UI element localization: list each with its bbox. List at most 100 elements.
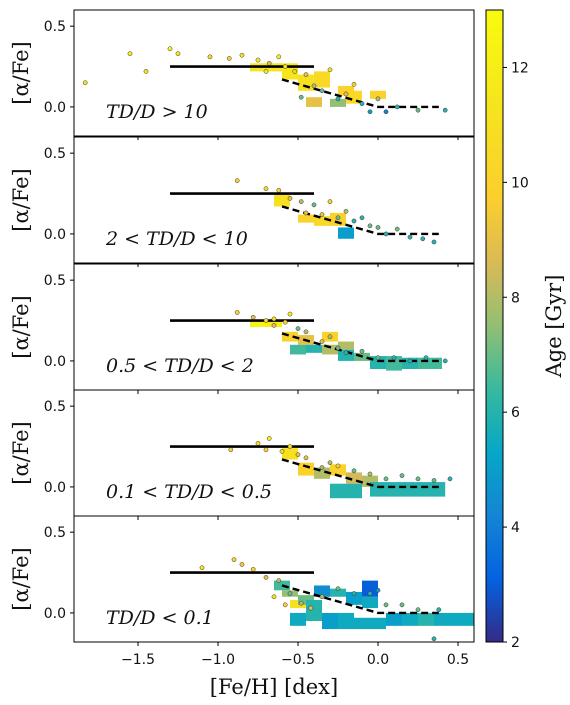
panel-2-point-13 (367, 223, 373, 229)
x-axis-label: [Fe/H] [dex] (210, 675, 338, 699)
panel-1-point-7 (226, 56, 232, 61)
panel-3-point-17 (442, 358, 448, 364)
panel-2-point-20 (303, 210, 309, 216)
panel-2-dashed-line (281, 205, 439, 236)
panel-2-point-3 (276, 187, 282, 193)
panel-2-frame (73, 136, 475, 264)
panel-5-point-5 (263, 575, 269, 580)
panel-3-bin-11 (402, 357, 418, 369)
panel-3-bin-1 (250, 320, 266, 327)
panel-5-bin-11 (306, 608, 322, 621)
panel-5: 0.0 0.5 [α/Fe] TD/D < 0.1 (9, 515, 475, 646)
panel-1-point-24 (383, 109, 389, 115)
panel-3-bin-10 (386, 356, 402, 371)
panel-1-point-27 (442, 107, 448, 113)
colorbar-tick-label: 4 (511, 520, 520, 536)
panel-3-point-16 (423, 355, 429, 361)
panel-5-bin-21 (306, 600, 322, 610)
panel-1-label: TD/D > 10 (106, 101, 208, 123)
panel-3-point-8 (319, 339, 325, 344)
panel-1-point-28 (298, 94, 304, 100)
panel-1-point-14 (303, 72, 309, 77)
panel-2-label: 2 < TD/D < 10 (105, 228, 248, 250)
panel-3-ytick-label: 0.5 (44, 273, 66, 289)
panel-1-point-4 (175, 51, 181, 56)
panel-1: 0.0 0.5 [α/Fe] TD/D > 10 (9, 9, 475, 140)
panel-1-point-26 (415, 107, 421, 113)
panel-1-point-18 (335, 96, 341, 102)
panel-3-point-13 (375, 355, 381, 361)
panel-5-point-15 (399, 602, 405, 608)
panel-2-point-18 (420, 236, 426, 242)
panel-3-bin-5 (306, 344, 322, 353)
colorbar-tick-label: 10 (511, 175, 529, 191)
xtick-label: 0.5 (447, 652, 469, 668)
panel-5-point-17 (436, 607, 442, 613)
panel-1-point-17 (327, 67, 333, 73)
panel-4-dashed-line (281, 458, 439, 489)
panel-1-point-29 (263, 69, 269, 74)
panel-5-point-1 (199, 565, 205, 571)
panel-5-point-14 (383, 602, 389, 608)
panel-1-point-22 (367, 109, 373, 115)
panel-1-point-3 (167, 46, 173, 52)
panel-5-point-11 (335, 586, 341, 592)
panel-2-ytick-label: 0.5 (44, 146, 66, 162)
panel-1-point-25 (394, 104, 400, 110)
panel-1-ytick-label: 0.0 (44, 100, 66, 116)
panel-1-point-15 (311, 83, 317, 89)
panel-2-point-6 (311, 202, 317, 208)
panel-2-point-1 (234, 178, 240, 183)
panel-3-point-4 (271, 323, 277, 328)
panel-3-point-10 (335, 345, 341, 351)
panel-3-dashed-line (281, 332, 439, 363)
panel-4-point-8 (327, 460, 333, 466)
panel-1-point-6 (207, 54, 213, 60)
panel-3-bin-3 (282, 331, 298, 342)
panel-4-point-15 (431, 478, 437, 483)
panel-1-point-20 (351, 81, 357, 87)
panel-4-bin-7 (370, 482, 402, 497)
panel-3-bin-9 (370, 356, 386, 369)
panel-5-bin-6 (330, 588, 346, 597)
panel-2-point-2 (263, 186, 269, 192)
panel-5-bin-15 (370, 617, 386, 630)
panel-1-point-23 (375, 96, 381, 102)
panel-3-point-14 (391, 355, 397, 361)
panel-1-point-2 (127, 51, 133, 56)
panel-2-point-12 (359, 215, 365, 221)
panel-5-bin-8 (362, 596, 378, 609)
panel-4-point-12 (383, 476, 389, 482)
panel-1-point-11 (276, 54, 282, 60)
panel-5-point-4 (250, 566, 256, 572)
panel-1-frame (73, 9, 475, 137)
panel-4-point-14 (415, 476, 421, 482)
panel-4-point-2 (255, 440, 261, 446)
colorbar-tick-label: 6 (511, 405, 520, 421)
panel-5-bin-17 (402, 612, 418, 626)
colorbar-tick-label: 12 (511, 60, 529, 76)
panel-4-point-18 (287, 444, 293, 449)
panel-3-point-15 (407, 358, 413, 364)
panel-3-point-18 (287, 311, 293, 317)
panel-1-point-9 (255, 57, 261, 63)
panel-5-bin-7 (346, 591, 362, 605)
panel-5-bin-9 (362, 580, 378, 597)
panel-5-point-18 (271, 594, 277, 600)
panel-1-ytick-label: 0.5 (44, 19, 66, 35)
panel-2-point-15 (383, 231, 389, 237)
panel-2-point-8 (327, 199, 333, 204)
panel-5-point-3 (239, 562, 245, 567)
panel-4-point-5 (295, 452, 301, 457)
panel-4-bin-6 (362, 475, 378, 487)
panel-4-bin-9 (426, 482, 446, 497)
panel-3-ytick-label: 0.0 (44, 354, 66, 370)
panel-1-point-10 (266, 60, 272, 66)
panel-5-point-19 (282, 602, 288, 608)
panel-5-point-13 (367, 591, 373, 596)
panel-4: 0.0 0.5 [α/Fe] 0.1 < TD/D < 0.5 (9, 389, 475, 520)
panel-4-ylabel: [α/Fe] (9, 421, 33, 485)
panel-4-point-3 (263, 447, 269, 453)
panel-5-label: TD/D < 0.1 (106, 607, 214, 629)
